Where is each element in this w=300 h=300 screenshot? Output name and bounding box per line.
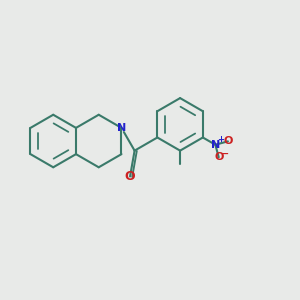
Text: N: N [211,140,220,150]
Text: N: N [117,123,126,133]
Text: +: + [218,135,224,144]
Text: O: O [214,152,224,162]
Text: −: − [221,149,229,159]
Text: O: O [223,136,232,146]
Text: O: O [125,170,135,183]
